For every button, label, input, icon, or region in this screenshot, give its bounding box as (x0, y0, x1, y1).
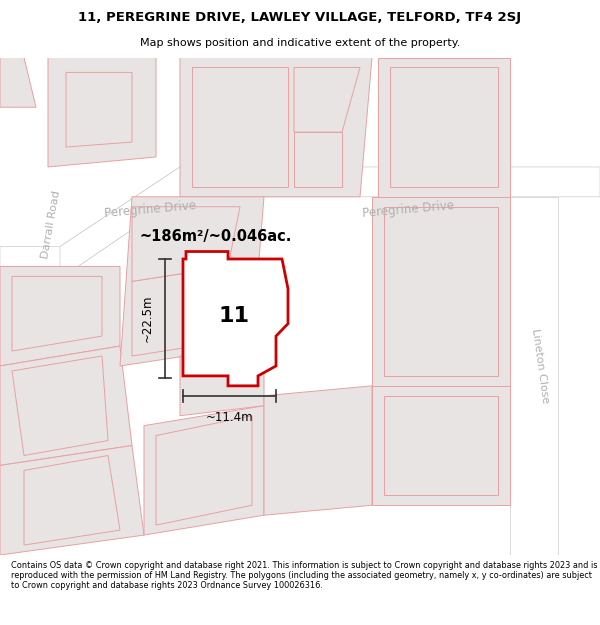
Text: Peregrine Drive: Peregrine Drive (362, 199, 454, 220)
Polygon shape (0, 167, 180, 266)
Text: Peregrine Drive: Peregrine Drive (104, 199, 196, 220)
Text: ~22.5m: ~22.5m (141, 295, 154, 343)
Polygon shape (0, 266, 120, 366)
Text: Lineton Close: Lineton Close (530, 328, 550, 404)
Polygon shape (120, 197, 264, 366)
Text: ~11.4m: ~11.4m (206, 411, 253, 424)
Polygon shape (24, 456, 120, 545)
Polygon shape (372, 197, 510, 386)
Polygon shape (378, 58, 510, 197)
Polygon shape (294, 132, 342, 187)
Polygon shape (48, 58, 156, 167)
Text: 11: 11 (218, 306, 250, 326)
Polygon shape (183, 251, 288, 386)
Text: Map shows position and indicative extent of the property.: Map shows position and indicative extent… (140, 38, 460, 48)
Polygon shape (294, 68, 360, 132)
Polygon shape (60, 167, 600, 266)
Text: Darrall Road: Darrall Road (40, 189, 62, 259)
Polygon shape (264, 386, 372, 515)
Polygon shape (156, 416, 252, 525)
Polygon shape (510, 197, 558, 555)
Polygon shape (372, 386, 510, 505)
Polygon shape (0, 446, 144, 555)
Polygon shape (180, 58, 372, 197)
Polygon shape (12, 276, 102, 351)
Polygon shape (132, 207, 240, 281)
Polygon shape (384, 207, 498, 376)
Polygon shape (66, 72, 132, 147)
Polygon shape (0, 346, 132, 466)
Polygon shape (0, 58, 36, 108)
Polygon shape (144, 406, 264, 535)
Polygon shape (390, 68, 498, 187)
Polygon shape (12, 356, 108, 456)
Text: Contains OS data © Crown copyright and database right 2021. This information is : Contains OS data © Crown copyright and d… (11, 561, 597, 591)
Text: 11, PEREGRINE DRIVE, LAWLEY VILLAGE, TELFORD, TF4 2SJ: 11, PEREGRINE DRIVE, LAWLEY VILLAGE, TEL… (79, 11, 521, 24)
Polygon shape (132, 266, 228, 356)
Polygon shape (180, 346, 264, 416)
Text: ~186m²/~0.046ac.: ~186m²/~0.046ac. (140, 229, 292, 244)
Polygon shape (192, 68, 288, 187)
Polygon shape (384, 396, 498, 495)
